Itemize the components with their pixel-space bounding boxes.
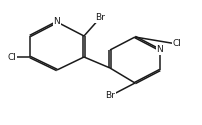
Text: N: N: [53, 18, 60, 26]
Text: N: N: [156, 46, 163, 54]
Text: Cl: Cl: [7, 52, 16, 62]
Text: Br: Br: [95, 14, 104, 22]
Text: Br: Br: [105, 92, 114, 100]
Text: Cl: Cl: [172, 40, 181, 48]
